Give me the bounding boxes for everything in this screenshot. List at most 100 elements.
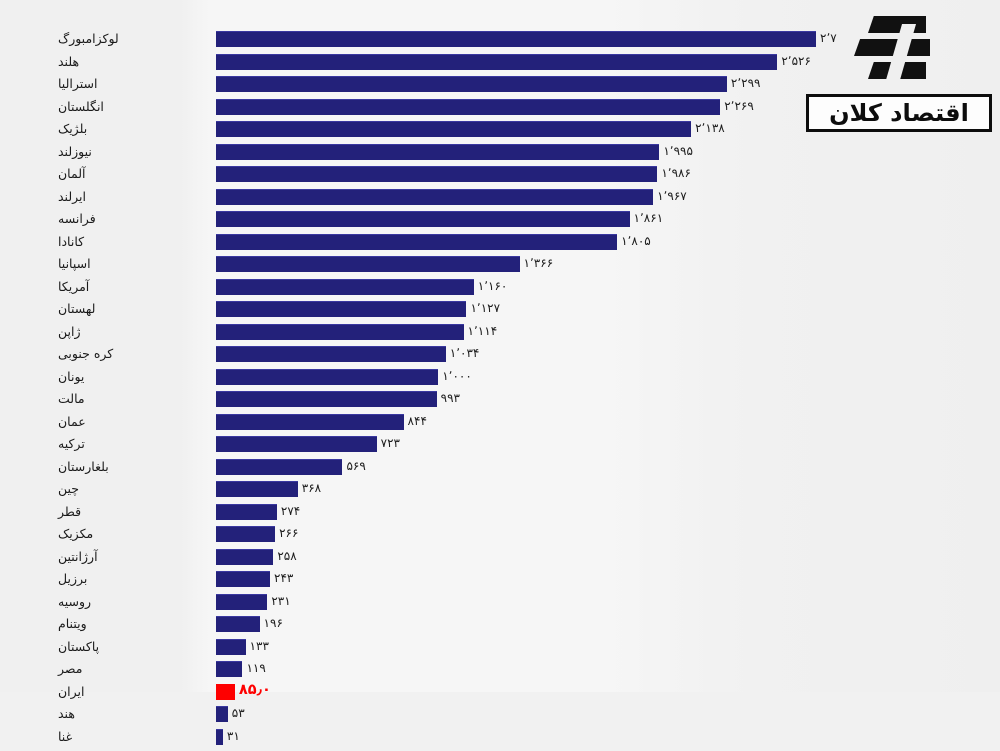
bar-row: غنا ۳۱ <box>0 729 1000 751</box>
category-label: کره جنوبی <box>58 346 208 361</box>
category-label: عمان <box>58 414 208 429</box>
value-label: ۱٬۰۰۰ <box>442 369 472 384</box>
category-label: چین <box>58 481 208 496</box>
brand-name-box: اقتصاد کلان <box>806 94 992 132</box>
value-label: ۱٬۹۹۵ <box>663 144 693 159</box>
bar <box>216 639 246 655</box>
bar <box>216 661 242 677</box>
bar <box>216 234 617 250</box>
value-label: ۸۴۴ <box>408 414 427 429</box>
bar <box>216 189 653 205</box>
bar <box>216 414 404 430</box>
bar <box>216 504 277 520</box>
bar <box>216 571 270 587</box>
category-label: فرانسه <box>58 211 208 226</box>
bar-row: برزیل ۲۴۳ <box>0 571 1000 594</box>
category-label: روسیه <box>58 594 208 609</box>
bar-row: فرانسه ۱٬۸۶۱ <box>0 211 1000 234</box>
bar <box>216 369 438 385</box>
bar <box>216 54 777 70</box>
category-label: آرژانتین <box>58 549 208 564</box>
category-label: برزیل <box>58 571 208 586</box>
category-label: آلمان <box>58 166 208 181</box>
category-label: پاکستان <box>58 639 208 654</box>
bar <box>216 211 630 227</box>
value-label: ۳۶۸ <box>302 481 321 496</box>
bar <box>216 144 659 160</box>
bar-row: کره جنوبی ۱٬۰۳۴ <box>0 346 1000 369</box>
bar-row: مصر ۱۱۹ <box>0 661 1000 684</box>
category-label: لوکزامبورگ <box>58 31 208 46</box>
bar <box>216 324 464 340</box>
value-label: ۵۶۹ <box>346 459 365 474</box>
bar <box>216 526 275 542</box>
value-label: ۱۹۶ <box>264 616 283 631</box>
category-label: مصر <box>58 661 208 676</box>
category-label: اسپانیا <box>58 256 208 271</box>
value-label: ۲۷۴ <box>281 504 300 519</box>
bar-row: عمان ۸۴۴ <box>0 414 1000 437</box>
category-label: انگلستان <box>58 99 208 114</box>
category-label: هلند <box>58 54 208 69</box>
value-label: ۱۳۳ <box>250 639 269 654</box>
bar <box>216 459 342 475</box>
value-label: ۲۴۳ <box>274 571 293 586</box>
value-label: ۲٬۲۶۹ <box>724 99 754 114</box>
brand-name-label: اقتصاد کلان <box>829 99 969 127</box>
bar-row: آمریکا ۱٬۱۶۰ <box>0 279 1000 302</box>
bar <box>216 279 474 295</box>
bar <box>216 391 437 407</box>
category-label: استرالیا <box>58 76 208 91</box>
bar <box>216 31 816 47</box>
category-label: ترکیه <box>58 436 208 451</box>
value-label: ۱٬۰۳۴ <box>450 346 480 361</box>
bar <box>216 256 520 272</box>
value-label: ۱٬۱۱۴ <box>468 324 498 339</box>
value-label: ۱٬۹۸۶ <box>661 166 691 181</box>
category-label: غنا <box>58 729 208 744</box>
category-label: ژاپن <box>58 324 208 339</box>
macroeconomy-logo-icon <box>854 14 930 86</box>
value-label: ۲٬۱۳۸ <box>695 121 725 136</box>
bar-row: پاکستان ۱۳۳ <box>0 639 1000 662</box>
category-label: آمریکا <box>58 279 208 294</box>
value-label: ۲۵۸ <box>277 549 296 564</box>
value-label: ۱٬۳۶۶ <box>524 256 554 271</box>
value-label: ۲۶۶ <box>279 526 298 541</box>
value-label: ۷۲۳ <box>381 436 400 451</box>
bar-row: ترکیه ۷۲۳ <box>0 436 1000 459</box>
category-label: قطر <box>58 504 208 519</box>
brand-block: اقتصاد کلان <box>806 8 994 140</box>
category-label: بلژیک <box>58 121 208 136</box>
value-label: ۸۵٫۰ <box>239 683 271 698</box>
value-label: ۱٬۱۶۰ <box>478 279 508 294</box>
bar <box>216 594 267 610</box>
bar <box>216 549 273 565</box>
bar-row: قطر ۲۷۴ <box>0 504 1000 527</box>
logo-bar-middle <box>854 39 930 56</box>
value-label: ۳۱ <box>227 729 240 744</box>
value-label: ۱٬۱۲۷ <box>470 301 500 316</box>
category-label: ویتنام <box>58 616 208 631</box>
value-label: ۱٬۹۶۷ <box>657 189 687 204</box>
bar <box>216 481 298 497</box>
bar <box>216 346 446 362</box>
bar <box>216 76 727 92</box>
bar-row: چین ۳۶۸ <box>0 481 1000 504</box>
category-label: لهستان <box>58 301 208 316</box>
value-label: ۱۱۹ <box>246 661 265 676</box>
bar <box>216 616 260 632</box>
category-label: کانادا <box>58 234 208 249</box>
category-label: مکزیک <box>58 526 208 541</box>
bar <box>216 436 377 452</box>
value-label: ۱٬۸۶۱ <box>634 211 664 226</box>
bar <box>216 121 691 137</box>
